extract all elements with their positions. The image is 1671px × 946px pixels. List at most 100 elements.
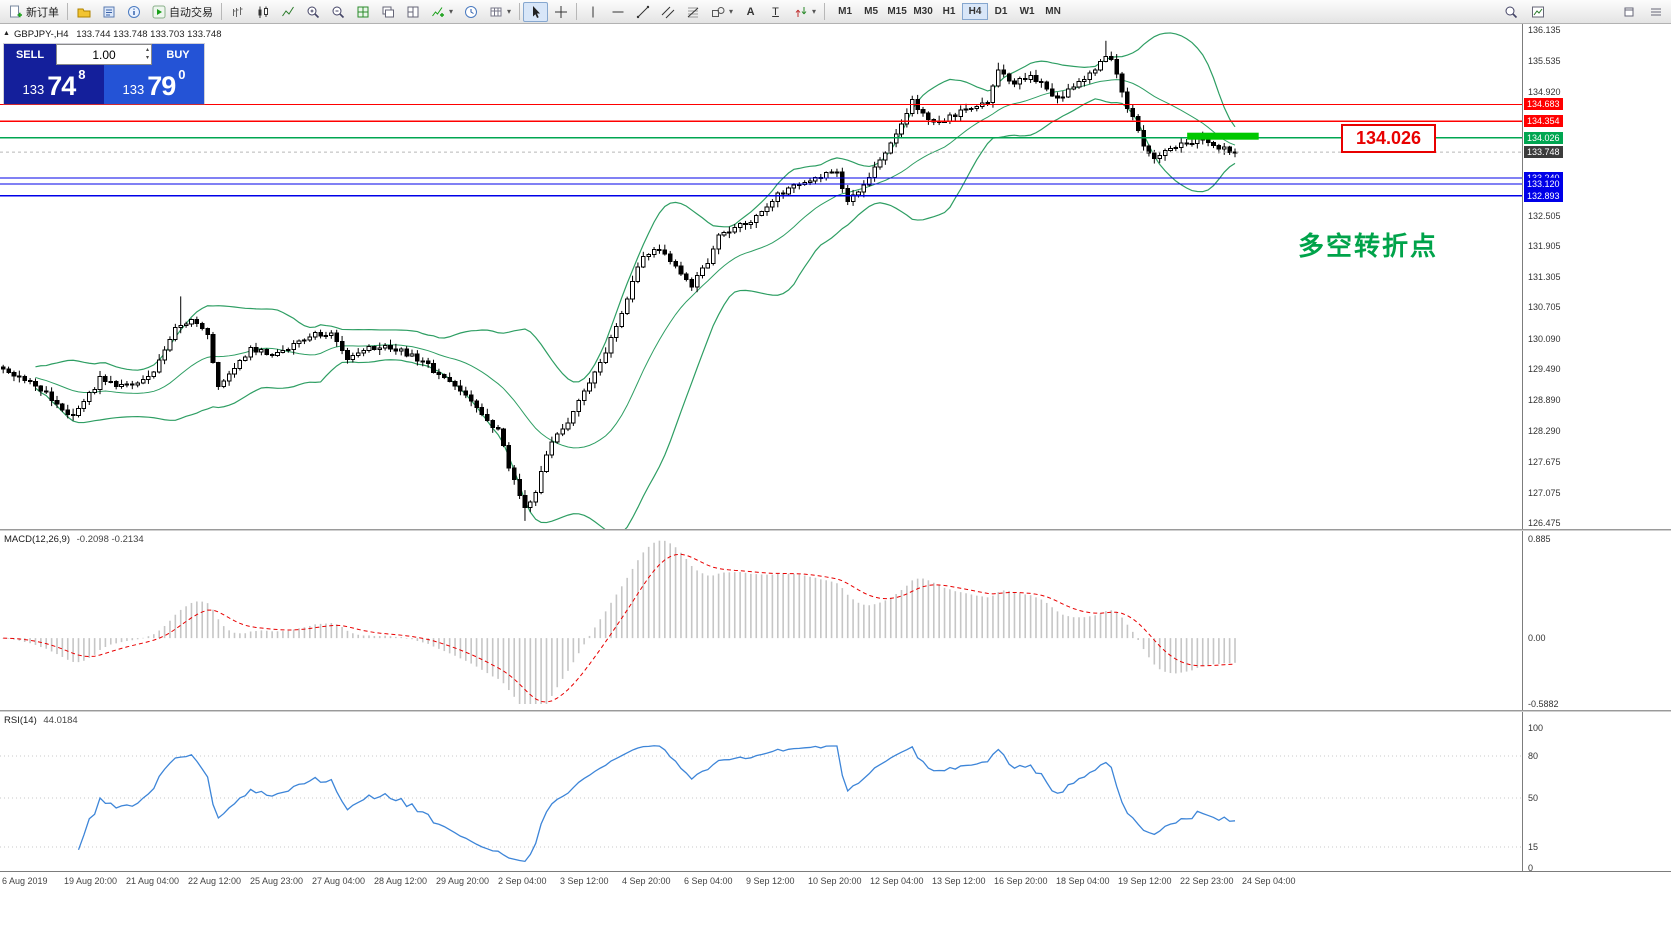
- cascade-windows-icon: [380, 4, 395, 19]
- sell-button[interactable]: SELL: [4, 44, 56, 65]
- time-axis-label: 22 Sep 23:00: [1180, 876, 1234, 886]
- time-axis-label: 10 Sep 20:00: [808, 876, 862, 886]
- timeframe-m30[interactable]: M30: [913, 6, 933, 17]
- rsi-chart[interactable]: [0, 712, 1522, 869]
- line-chart-button[interactable]: [275, 2, 300, 22]
- quote-panel-toggle[interactable]: ▲: [3, 30, 10, 37]
- price-axis-label: 0: [1528, 863, 1534, 873]
- panel-splitter[interactable]: [0, 710, 1671, 712]
- time-axis-label: 22 Aug 12:00: [188, 876, 242, 886]
- candlestick-chart[interactable]: [0, 24, 1522, 529]
- data-window-button[interactable]: [121, 2, 146, 22]
- text-icon: A: [746, 5, 755, 18]
- cursor-button[interactable]: [523, 1, 549, 22]
- text-button[interactable]: A: [738, 2, 763, 22]
- main-chart-panel[interactable]: [0, 24, 1522, 529]
- horizontal-line-button[interactable]: [605, 2, 630, 22]
- time-axis-label: 24 Sep 04:00: [1242, 876, 1296, 886]
- timeframe-m1[interactable]: M1: [838, 6, 853, 17]
- rsi-label: RSI(14): [4, 715, 37, 726]
- time-axis-label: 2 Sep 04:00: [498, 876, 547, 886]
- time-axis-label: 13 Sep 12:00: [932, 876, 986, 886]
- candlestick-chart-button[interactable]: [250, 2, 275, 22]
- bars-chart-button[interactable]: [225, 2, 250, 22]
- volume-spinner[interactable]: ▴ ▾: [146, 46, 149, 62]
- price-axis-label: 135.535: [1528, 55, 1561, 66]
- arrows-icon: [793, 4, 808, 19]
- volume-value: 1.00: [92, 47, 116, 62]
- cursor-icon: [528, 4, 543, 19]
- fibonacci-button[interactable]: [680, 2, 705, 22]
- window-restore-button[interactable]: [1616, 2, 1641, 22]
- trendline-button[interactable]: [630, 2, 655, 22]
- bars-chart-icon: [230, 4, 245, 19]
- turning-point-annotation[interactable]: 多空转折点: [1298, 231, 1439, 261]
- symbol-search-button[interactable]: [1498, 2, 1523, 22]
- timeframe-mn[interactable]: MN: [1045, 6, 1061, 17]
- sell-price-button[interactable]: 133 74 8: [4, 65, 104, 104]
- spin-down-icon[interactable]: ▾: [145, 55, 149, 61]
- zoom-out-button[interactable]: [325, 2, 350, 22]
- clock-button[interactable]: [458, 2, 483, 22]
- cascade-windows-button[interactable]: [375, 2, 400, 22]
- timeframe-m5[interactable]: M5: [864, 6, 879, 17]
- vertical-line-button[interactable]: [580, 2, 605, 22]
- new-chart-button[interactable]: [1525, 2, 1550, 22]
- buy-price-button[interactable]: 133 79 0: [104, 65, 204, 104]
- timeframe-h4[interactable]: H4: [962, 3, 989, 20]
- arrows-button[interactable]: ▾: [788, 2, 821, 22]
- macd-chart[interactable]: [0, 531, 1522, 710]
- price-axis-label: 80: [1528, 751, 1539, 761]
- price-level-badge: 134.683: [1524, 98, 1563, 111]
- zoom-in-button[interactable]: [300, 2, 325, 22]
- toolbar-separator: [221, 3, 222, 20]
- buy-button[interactable]: BUY: [152, 44, 204, 65]
- objects-button[interactable]: ▾: [705, 2, 738, 22]
- price-axis-label: 131.305: [1528, 271, 1561, 282]
- rsi-panel[interactable]: RSI(14) 44.0184: [0, 712, 1522, 869]
- macd-panel[interactable]: MACD(12,26,9) -0.2098 -0.2134: [0, 531, 1522, 710]
- spin-up-icon[interactable]: ▴: [145, 47, 149, 53]
- new-chart-icon: [1530, 4, 1545, 19]
- zoom-out-icon: [330, 4, 345, 19]
- price-axis-label: 127.675: [1528, 456, 1561, 467]
- time-axis[interactable]: 6 Aug 2019 19 Aug 20:00 21 Aug 04:00 22 Aug…: [0, 871, 1671, 946]
- tile-windows-button[interactable]: [400, 2, 425, 22]
- timeframe-w1[interactable]: W1: [1019, 6, 1035, 17]
- grid-button[interactable]: [350, 2, 375, 22]
- price-callout[interactable]: 134.026: [1341, 124, 1436, 153]
- rsi-value: 44.0184: [43, 715, 78, 726]
- price-axis-label: 131.905: [1528, 241, 1561, 252]
- auto-trading-icon: [151, 4, 166, 19]
- crosshair-button[interactable]: [548, 2, 573, 22]
- price-axis[interactable]: 136.135 135.535 134.920 132.505 131.905 131.3…: [1522, 24, 1671, 873]
- price-level-badge: 133.748: [1524, 146, 1563, 159]
- new-order-icon: [8, 4, 23, 19]
- new-order-button[interactable]: 新订单: [3, 2, 64, 22]
- text-label-button[interactable]: T: [763, 2, 788, 22]
- timeframe-m15[interactable]: M15: [887, 6, 907, 17]
- channel-button[interactable]: [655, 2, 680, 22]
- profiles-button[interactable]: [71, 2, 96, 22]
- timeframe-group: M1 M5 M15 M30 H1 H4 D1 W1 MN: [832, 3, 1066, 20]
- rsi-header: RSI(14) 44.0184: [4, 715, 78, 726]
- market-watch-button[interactable]: [96, 2, 121, 22]
- panel-splitter[interactable]: [0, 529, 1671, 531]
- indicators-button[interactable]: ▾: [425, 2, 458, 22]
- macd-values: -0.2098 -0.2134: [76, 534, 144, 545]
- auto-trading-button[interactable]: 自动交易: [146, 2, 218, 22]
- timeframe-h1[interactable]: H1: [942, 6, 956, 17]
- window-restore-icon: [1621, 4, 1636, 19]
- volume-input[interactable]: 1.00 ▴ ▾: [56, 44, 152, 65]
- periods-button[interactable]: ▾: [483, 2, 516, 22]
- price-axis-label: 129.490: [1528, 364, 1561, 375]
- time-axis-label: 18 Sep 04:00: [1056, 876, 1110, 886]
- ohlc-values: 133.744 133.748 133.703 133.748: [76, 29, 222, 40]
- price-level-badge: 132.893: [1524, 189, 1563, 202]
- profiles-icon: [76, 4, 91, 19]
- time-axis-label: 25 Aug 23:00: [250, 876, 304, 886]
- timeframe-d1[interactable]: D1: [994, 6, 1008, 17]
- price-axis-label: 128.290: [1528, 425, 1561, 436]
- price-axis-label: 100: [1528, 723, 1544, 733]
- window-menu-button[interactable]: [1643, 2, 1668, 22]
